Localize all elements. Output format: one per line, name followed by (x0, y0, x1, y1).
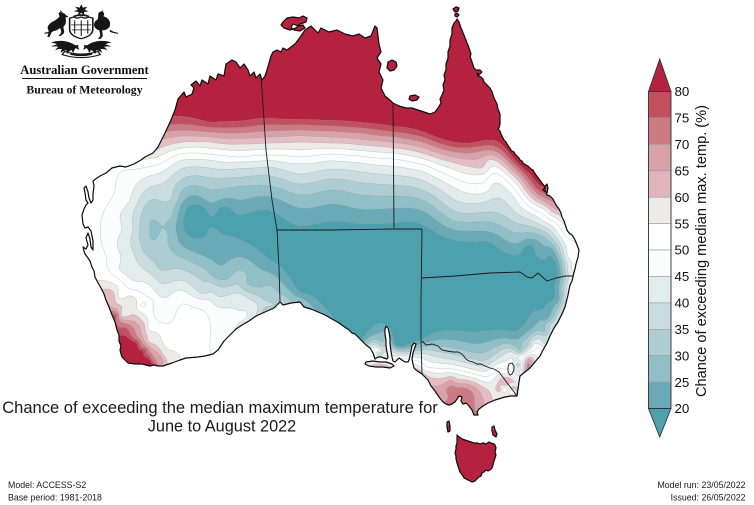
svg-text:June to August 2022: June to August 2022 (148, 418, 296, 436)
svg-text:Base period: 1981-2018: Base period: 1981-2018 (8, 493, 102, 503)
svg-text:55: 55 (675, 216, 690, 231)
svg-text:40: 40 (675, 296, 690, 311)
svg-text:25: 25 (675, 375, 690, 390)
svg-text:80: 80 (675, 84, 690, 99)
svg-text:Model: ACCESS-S2: Model: ACCESS-S2 (8, 480, 86, 490)
svg-text:70: 70 (675, 137, 690, 152)
svg-text:65: 65 (675, 164, 690, 179)
svg-text:35: 35 (675, 322, 690, 337)
svg-text:Chance of exceeding the median: Chance of exceeding the median maximum t… (2, 398, 438, 417)
svg-text:Chance of exceeding median max: Chance of exceeding median max. temp. (%… (694, 105, 710, 397)
svg-text:20: 20 (675, 401, 690, 416)
svg-text:Model run: 23/05/2022: Model run: 23/05/2022 (657, 480, 745, 490)
svg-text:Bureau of Meteorology: Bureau of Meteorology (26, 83, 142, 97)
svg-text:30: 30 (675, 348, 690, 363)
svg-text:45: 45 (675, 269, 690, 284)
svg-text:Australian Government: Australian Government (20, 63, 149, 77)
svg-text:75: 75 (675, 111, 690, 126)
svg-text:50: 50 (675, 243, 690, 258)
svg-text:60: 60 (675, 190, 690, 205)
svg-text:Issued: 26/05/2022: Issued: 26/05/2022 (671, 493, 746, 503)
